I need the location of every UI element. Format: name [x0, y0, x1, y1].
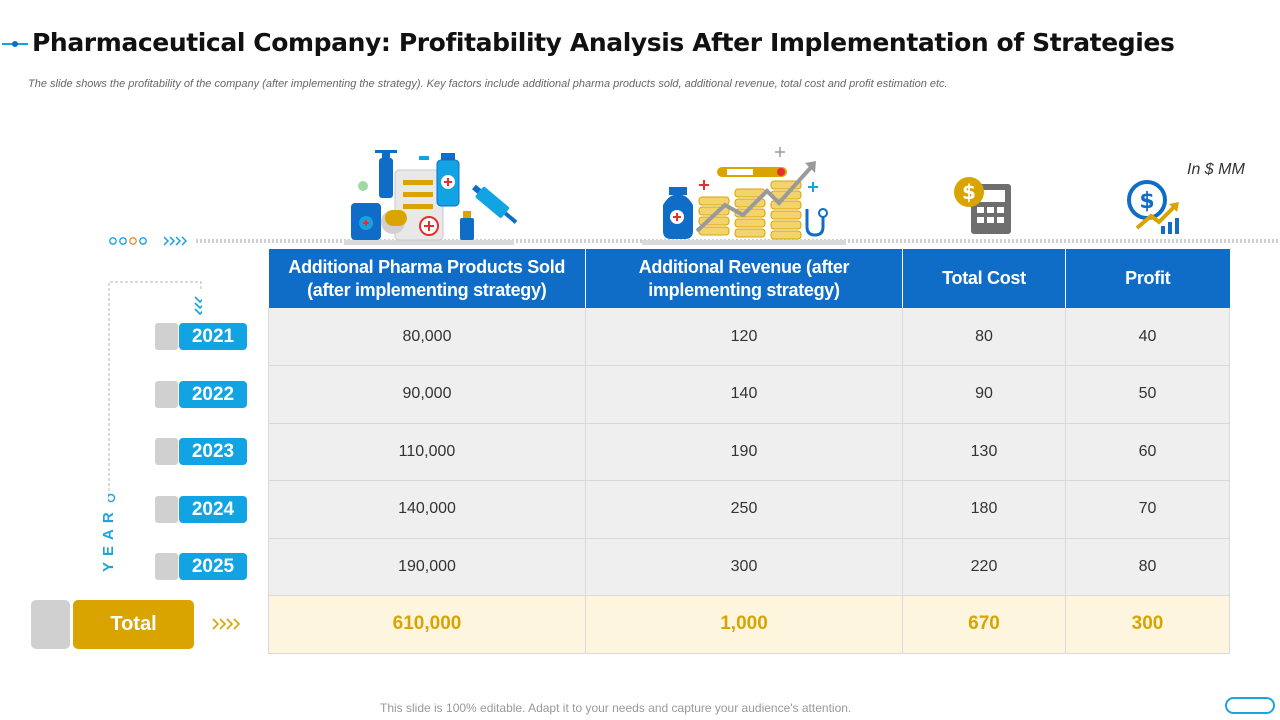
year-badge-square — [155, 496, 178, 523]
profitability-table: Additional Pharma Products Sold (after i… — [268, 249, 1230, 654]
cell-total-cost: 220 — [902, 538, 1066, 596]
footer-note: This slide is 100% editable. Adapt it to… — [380, 701, 852, 715]
cell-total-cost: 180 — [902, 480, 1066, 539]
cell-total-cost: 130 — [902, 423, 1066, 481]
year-axis-label: YEAR — [100, 506, 117, 572]
page-title: Pharmaceutical Company: Profitability An… — [32, 28, 1175, 57]
cell-total-cost: 90 — [902, 365, 1066, 424]
cell-profit: 70 — [1065, 480, 1230, 539]
year-badge-square — [155, 553, 178, 580]
total-badge-square — [31, 600, 70, 649]
decorative-dots-icon — [109, 236, 188, 246]
total-label: Total — [73, 600, 194, 649]
svg-text:$: $ — [962, 180, 976, 204]
year-badge-2021: 2021 — [155, 323, 247, 350]
icon-base-2 — [642, 240, 846, 245]
year-badge-square — [155, 438, 178, 465]
total-cost: 670 — [902, 595, 1066, 654]
year-badge-2024: 2024 — [155, 496, 247, 523]
page-subtitle: The slide shows the profitability of the… — [28, 78, 948, 90]
year-badge-2022: 2022 — [155, 381, 247, 408]
cell-products-sold: 110,000 — [268, 423, 586, 481]
cell-additional-revenue: 120 — [585, 308, 903, 366]
cell-products-sold: 190,000 — [268, 538, 586, 596]
year-label: 2023 — [179, 438, 247, 465]
table-total-row: 610,000 1,000 670 300 — [268, 595, 1230, 654]
year-label: 2024 — [179, 496, 247, 523]
cell-profit: 80 — [1065, 538, 1230, 596]
year-badge-square — [155, 323, 178, 350]
svg-text:$: $ — [1139, 189, 1154, 214]
total-additional-revenue: 1,000 — [585, 595, 903, 654]
unit-label: In $ MM — [1187, 161, 1245, 178]
title-marker-icon — [2, 41, 28, 47]
year-badge-2025: 2025 — [155, 553, 247, 580]
year-label: 2021 — [179, 323, 247, 350]
pharma-products-icon — [351, 150, 518, 241]
cell-products-sold: 80,000 — [268, 308, 586, 366]
header-products-sold: Additional Pharma Products Sold (after i… — [268, 249, 586, 308]
table-row: 140,000 250 180 70 — [268, 480, 1230, 539]
cell-profit: 40 — [1065, 308, 1230, 366]
year-badge-square — [155, 381, 178, 408]
cell-total-cost: 80 — [902, 308, 1066, 366]
nav-pill-button[interactable] — [1225, 697, 1275, 714]
year-badge-2023: 2023 — [155, 438, 247, 465]
calculator-cost-icon: $ — [954, 177, 1011, 234]
table-row: 110,000 190 130 60 — [268, 423, 1230, 481]
total-profit: 300 — [1065, 595, 1230, 654]
cell-profit: 50 — [1065, 365, 1230, 424]
table-row: 90,000 140 90 50 — [268, 365, 1230, 424]
table-row: 190,000 300 220 80 — [268, 538, 1230, 596]
revenue-growth-icon — [663, 147, 828, 240]
profit-dollar-icon: $ — [1127, 180, 1179, 234]
cell-products-sold: 90,000 — [268, 365, 586, 424]
chevrons-right-icon — [212, 618, 241, 630]
cell-additional-revenue: 140 — [585, 365, 903, 424]
cell-additional-revenue: 250 — [585, 480, 903, 539]
icon-base-1 — [344, 240, 514, 245]
total-products-sold: 610,000 — [268, 595, 586, 654]
year-axis-line — [108, 281, 202, 503]
year-label: 2022 — [179, 381, 247, 408]
cell-products-sold: 140,000 — [268, 480, 586, 539]
header-additional-revenue: Additional Revenue (after implementing s… — [585, 249, 903, 308]
cell-additional-revenue: 190 — [585, 423, 903, 481]
header-total-cost: Total Cost — [902, 249, 1066, 308]
table-header-row: Additional Pharma Products Sold (after i… — [268, 249, 1230, 308]
header-profit: Profit — [1065, 249, 1230, 308]
cell-additional-revenue: 300 — [585, 538, 903, 596]
year-label: 2025 — [179, 553, 247, 580]
table-row: 80,000 120 80 40 — [268, 308, 1230, 366]
cell-profit: 60 — [1065, 423, 1230, 481]
